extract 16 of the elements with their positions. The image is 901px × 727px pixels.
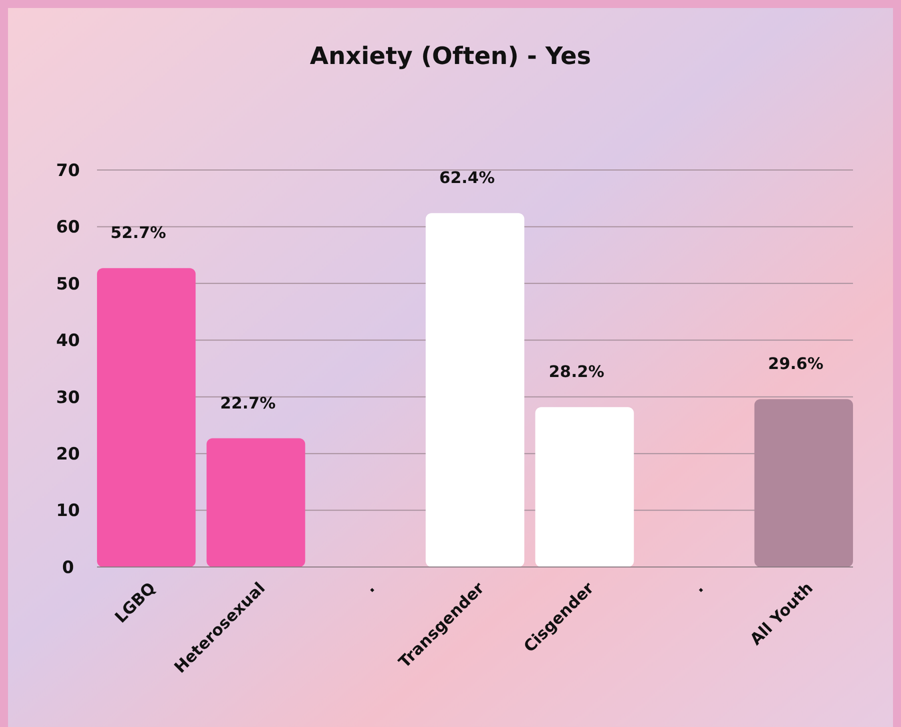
chart-title: Anxiety (Often) - Yes (310, 42, 592, 70)
y-tick-label: 20 (56, 444, 80, 465)
data-label: 29.6% (768, 354, 824, 374)
data-label: 52.7% (110, 223, 166, 242)
y-tick-label: 50 (56, 274, 80, 294)
data-label: 22.7% (220, 393, 276, 412)
x-tick-label: . (360, 578, 378, 596)
y-tick-label: 70 (56, 160, 80, 181)
y-tick-label: 60 (56, 218, 80, 238)
y-tick-label: 40 (56, 331, 80, 352)
y-tick-label: 0 (62, 558, 74, 578)
y-tick-label: 30 (56, 388, 80, 408)
data-label: 28.2% (548, 362, 604, 382)
y-tick-label: 10 (56, 501, 80, 522)
x-tick-label: . (689, 578, 707, 596)
data-label: 62.4% (439, 168, 495, 188)
